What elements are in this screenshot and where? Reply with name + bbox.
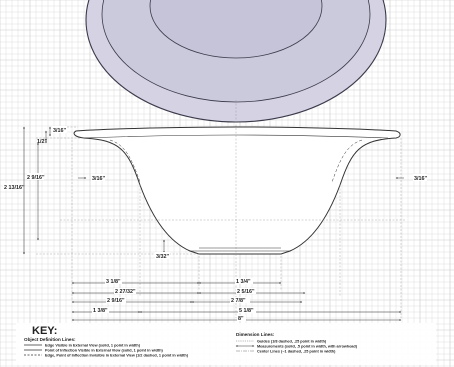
horizontal-dimensions xyxy=(71,282,402,321)
dimension-lines-heading: Dimension Lines: xyxy=(236,332,275,337)
label-row2-right: 2 5/16" xyxy=(237,289,255,295)
key-panel: KEY: Object Definition Lines: Edge Visib… xyxy=(16,323,436,365)
key-title: KEY: xyxy=(32,325,57,337)
dimension-line-3: Center Lines (~1 dashed, .25 point in wi… xyxy=(257,350,336,354)
bowl-base-circle xyxy=(149,0,323,59)
label-row4-left: 1 3/8" xyxy=(93,308,108,314)
label-base-thickness: 3/32" xyxy=(156,254,169,260)
label-row3-right: 2 7/8" xyxy=(231,298,246,304)
label-row3-left: 2 9/16" xyxy=(107,298,125,304)
label-row4-right: 5 1/8" xyxy=(239,308,254,314)
dimension-labels: 3/16" 1/2" 2 9/16" 2 13/16" 3/16" 3/16" … xyxy=(3,126,427,322)
bowl-side-profile xyxy=(73,126,401,255)
object-lines-heading: Object Definition Lines: xyxy=(24,337,76,342)
label-side-right: 3/16" xyxy=(414,176,427,182)
label-height-left: 2 9/16" xyxy=(27,175,45,181)
label-rim-thickness: 3/16" xyxy=(53,128,66,134)
label-row2-left: 2 27/32" xyxy=(115,289,136,295)
object-line-2: Point of Inflection Visible in External … xyxy=(45,349,164,353)
dimension-line-1: Guides (1/8 dashed, .25 point in width) xyxy=(257,340,327,344)
label-overall-height: 2 13/16" xyxy=(4,185,25,191)
label-rim-drop: 1/2" xyxy=(37,139,47,145)
bowl-top-view xyxy=(85,0,387,123)
label-side-left: 3/16" xyxy=(92,176,105,182)
object-line-1: Edge Visible in External View (solid, 1 … xyxy=(45,344,141,348)
label-row1-right: 1 3/4" xyxy=(236,279,251,285)
vertical-dimensions xyxy=(23,126,165,255)
dimension-line-2: Measurements (solid, .5 point in width, … xyxy=(257,345,358,349)
label-row5-overall: 8" xyxy=(238,316,244,322)
object-line-swatches xyxy=(24,344,42,356)
object-line-3: Edge, Point of Inflection Invisible in E… xyxy=(45,354,189,358)
dimension-line-swatches xyxy=(235,340,255,352)
dimension-guides xyxy=(36,100,406,318)
label-row1-left: 3 1/8" xyxy=(106,279,121,285)
